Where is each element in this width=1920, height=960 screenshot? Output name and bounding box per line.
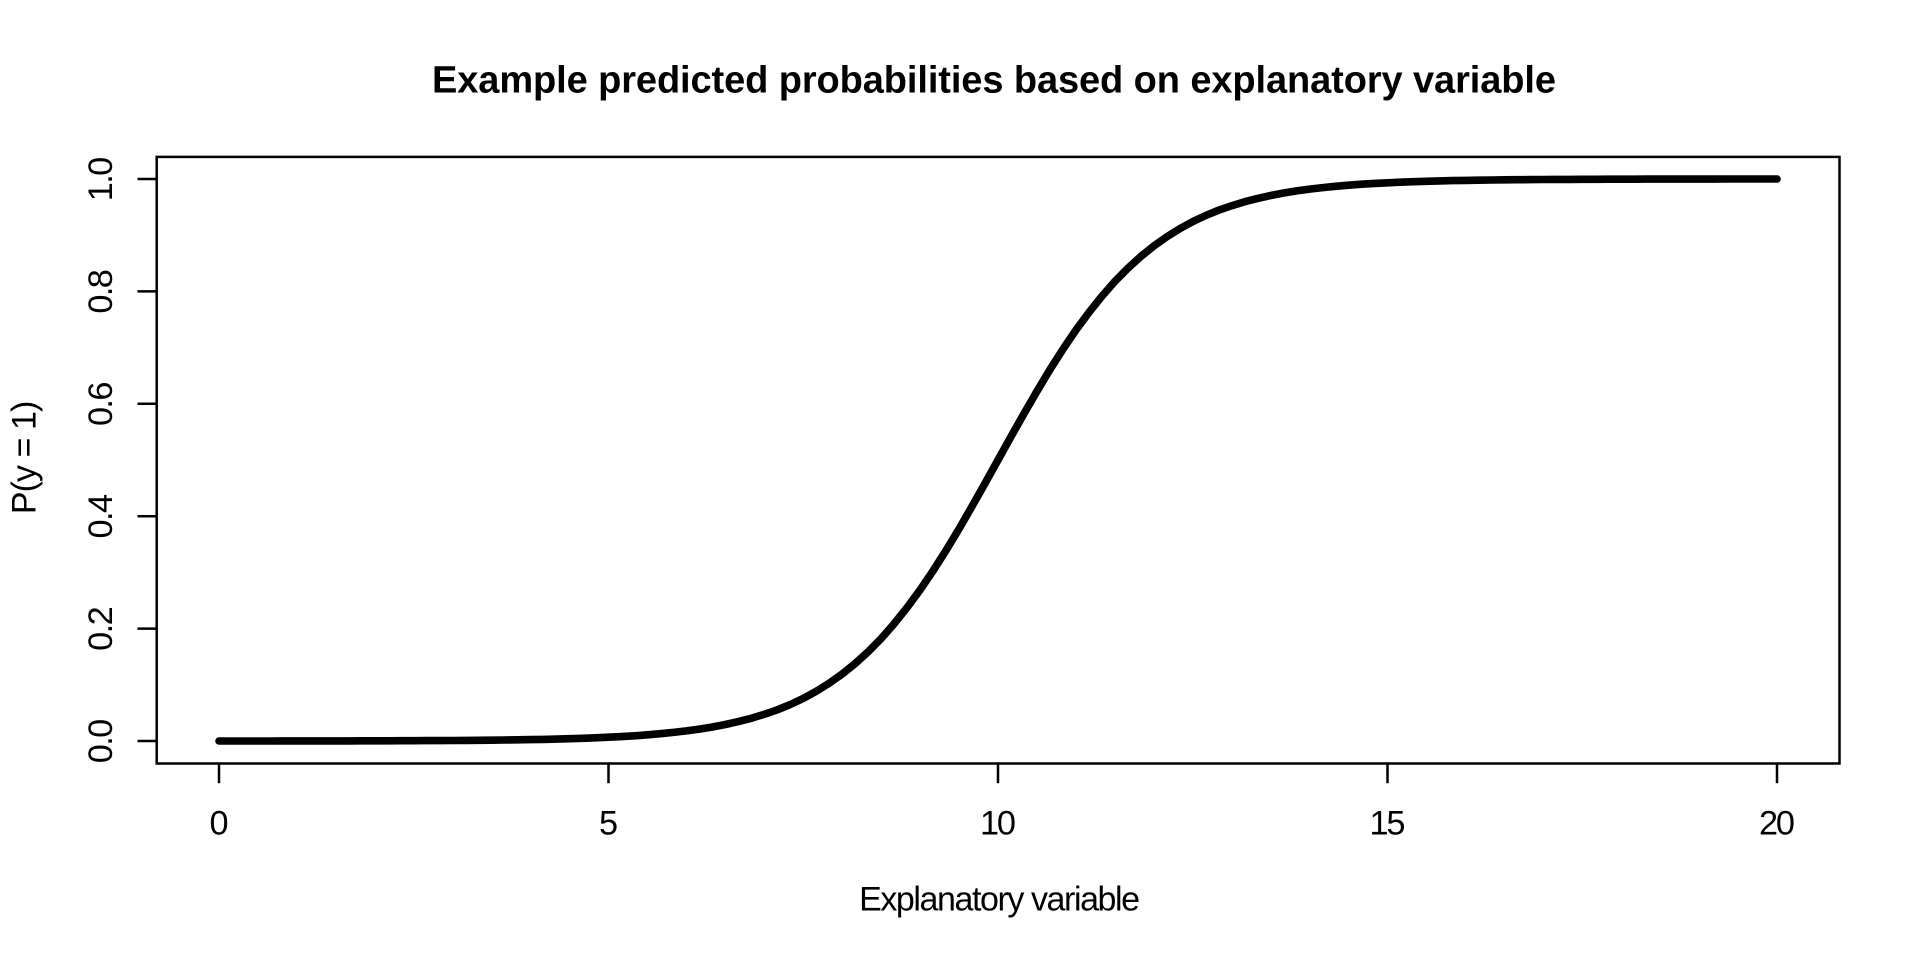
svg-text:Example predicted probabilitie: Example predicted probabilities based on… (432, 60, 1556, 102)
svg-text:0: 0 (209, 805, 228, 843)
svg-text:0.2: 0.2 (82, 606, 120, 651)
svg-text:10: 10 (980, 805, 1016, 843)
svg-text:1.0: 1.0 (82, 157, 120, 202)
svg-text:0.8: 0.8 (82, 269, 120, 314)
svg-text:0.4: 0.4 (82, 494, 120, 539)
svg-text:Explanatory variable: Explanatory variable (859, 880, 1140, 918)
svg-text:P(y = 1): P(y = 1) (5, 401, 43, 515)
svg-text:0.6: 0.6 (82, 382, 120, 427)
svg-text:20: 20 (1759, 805, 1795, 843)
svg-text:5: 5 (599, 805, 618, 843)
svg-text:15: 15 (1370, 805, 1406, 843)
svg-text:0.0: 0.0 (82, 719, 120, 764)
